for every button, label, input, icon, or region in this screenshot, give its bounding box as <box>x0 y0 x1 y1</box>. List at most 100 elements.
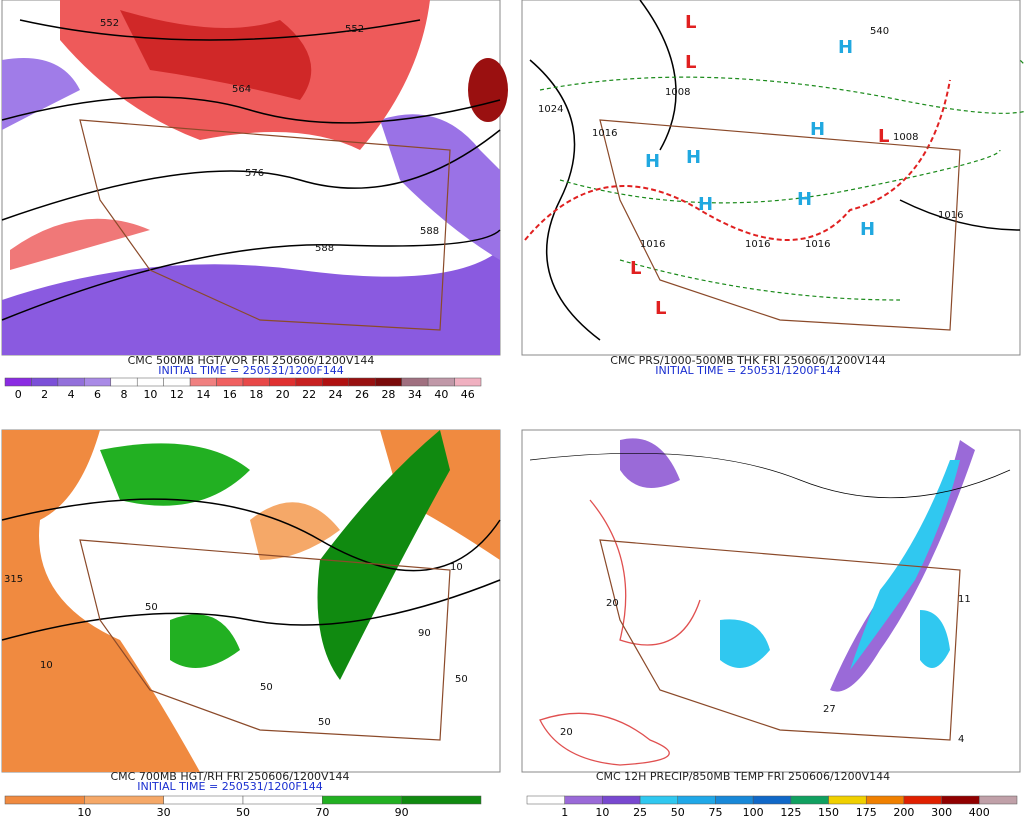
high-marker: H <box>686 147 701 168</box>
colorbar-label: 200 <box>893 806 914 819</box>
color-swatch <box>979 795 1018 805</box>
contour-label: 1016 <box>805 239 830 250</box>
color-swatch <box>401 795 482 805</box>
colorbar-label: 0 <box>15 388 22 401</box>
color-swatch <box>110 377 138 387</box>
colorbar-label: 10 <box>595 806 609 819</box>
color-swatch <box>941 795 980 805</box>
thickness-line <box>619 259 901 301</box>
panel-precip: 20 20 11 4 27 CMC 12H PRECIP/850MB TEMP … <box>521 429 1021 819</box>
thickness-line <box>559 149 1001 204</box>
vorticity-area <box>468 58 508 122</box>
initial-time: INITIAL TIME = 250531/1200F144 <box>158 364 343 377</box>
color-swatch <box>322 795 402 805</box>
temp-contour <box>529 453 1011 499</box>
vorticity-area <box>120 10 312 100</box>
temp-contour <box>589 499 701 646</box>
amount-label: 11 <box>958 594 971 605</box>
color-swatch <box>216 377 244 387</box>
colorbar-label: 1 <box>561 806 568 819</box>
color-swatch <box>790 795 829 805</box>
color-swatch <box>269 377 297 387</box>
caption: CMC 12H PRECIP/850MB TEMP FRI 250606/120… <box>596 770 890 783</box>
colorbar-label: 2 <box>41 388 48 401</box>
colorbar-label: 10 <box>77 806 91 819</box>
color-swatch <box>136 377 164 387</box>
colorbar-label: 8 <box>121 388 128 401</box>
contour-label: 1016 <box>938 210 963 221</box>
map-frame <box>521 429 1021 773</box>
humidity-area <box>250 502 340 560</box>
color-swatch <box>242 795 323 805</box>
colorbar-label: 28 <box>381 388 395 401</box>
high-marker: H <box>810 119 825 140</box>
contour-label: 1016 <box>592 128 617 139</box>
border-lines <box>79 539 451 741</box>
color-swatch <box>401 377 429 387</box>
high-marker: H <box>797 189 812 210</box>
border-lines <box>599 119 961 331</box>
colorbar: 0 2 4 6 8 10 12 14 16 18 20 22 24 26 28 34 40 46 <box>4 377 482 401</box>
contour-label: 552 <box>345 24 364 35</box>
colorbar-label: 25 <box>633 806 647 819</box>
height-contour <box>1 579 501 641</box>
contour-label: 10 <box>40 660 53 671</box>
panel-500mb: 552 552 564 576 588 588 CMC 500MB HGT/VO… <box>1 0 508 401</box>
panel-pressure: 1024 1008 1016 1016 1016 1016 1008 1016 … <box>521 0 1024 377</box>
colorbar-label: 20 <box>276 388 290 401</box>
contour-label: 90 <box>418 628 431 639</box>
high-marker: H <box>860 219 875 240</box>
color-swatch <box>295 377 323 387</box>
humidity-area <box>317 430 450 680</box>
contour-label: 315 <box>4 574 23 585</box>
humidity-area <box>100 443 250 506</box>
colorbar-label: 16 <box>223 388 237 401</box>
caption: CMC PRS/1000-500MB THK FRI 250606/1200V1… <box>610 354 885 367</box>
color-swatch <box>84 377 112 387</box>
color-swatch <box>677 795 716 805</box>
color-swatch <box>526 795 565 805</box>
color-swatch <box>189 377 217 387</box>
height-contour <box>1 96 501 124</box>
color-swatch <box>4 795 85 805</box>
contour-label: 1016 <box>745 239 770 250</box>
caption: CMC 500MB HGT/VOR FRI 250606/1200V144 <box>128 354 375 367</box>
initial-time: INITIAL TIME = 250531/1200F144 <box>137 780 322 793</box>
vorticity-area <box>10 218 150 270</box>
border-lines <box>599 539 961 741</box>
high-marker: H <box>645 151 660 172</box>
color-swatch <box>828 795 867 805</box>
color-swatch <box>427 377 455 387</box>
colorbar-label: 75 <box>708 806 722 819</box>
low-marker: L <box>685 52 696 73</box>
colorbar-label: 46 <box>461 388 475 401</box>
color-swatch <box>903 795 942 805</box>
isobar <box>899 199 1021 231</box>
contour-label: 50 <box>318 717 331 728</box>
colorbar-label: 12 <box>170 388 184 401</box>
color-swatch <box>4 377 32 387</box>
contour-label: 588 <box>315 243 334 254</box>
colorbar-label: 18 <box>249 388 263 401</box>
colorbar-label: 150 <box>818 806 839 819</box>
isobar <box>529 59 601 341</box>
colorbar-label: 40 <box>434 388 448 401</box>
color-swatch <box>242 377 270 387</box>
color-swatch <box>84 795 164 805</box>
contour-label: 588 <box>420 226 439 237</box>
colorbar: 10 30 50 70 90 <box>4 795 482 819</box>
color-swatch <box>639 795 679 805</box>
color-swatch <box>602 795 641 805</box>
color-swatch <box>865 795 905 805</box>
height-contour <box>19 19 421 41</box>
contour-label: 552 <box>100 18 119 29</box>
colorbar-label: 70 <box>315 806 329 819</box>
colorbar-label: 30 <box>157 806 171 819</box>
height-contour <box>1 229 501 321</box>
contour-label: 20 <box>560 727 573 738</box>
contour-label: 1008 <box>893 132 918 143</box>
height-contour <box>1 498 501 572</box>
contour-label: 50 <box>145 602 158 613</box>
